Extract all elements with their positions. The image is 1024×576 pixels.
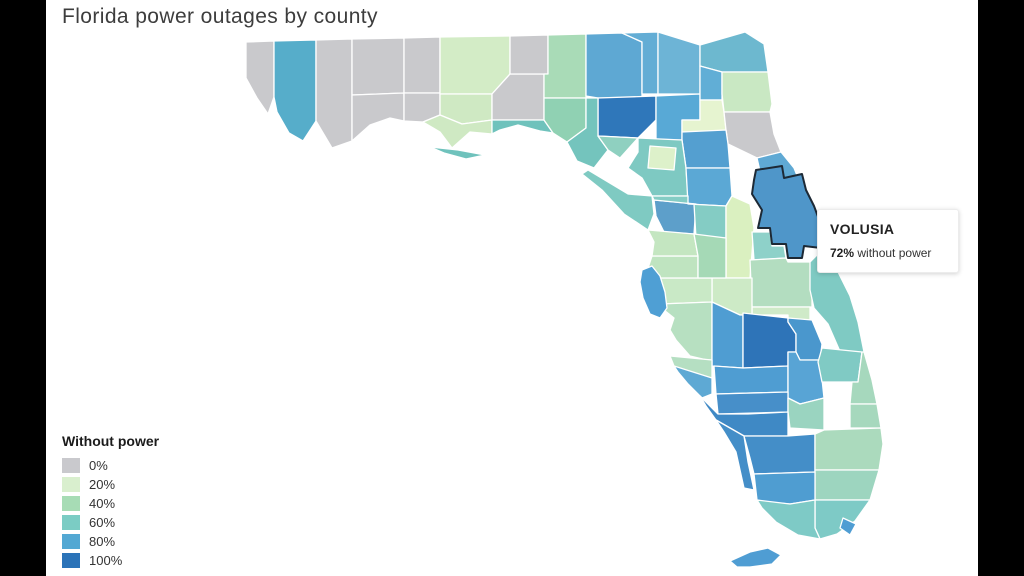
legend-title: Without power bbox=[62, 433, 160, 449]
county-c19[interactable] bbox=[657, 31, 701, 95]
legend-item: 0% bbox=[62, 456, 159, 475]
legend-label: 20% bbox=[89, 477, 116, 492]
county-c46[interactable] bbox=[693, 233, 727, 279]
county-c68[interactable] bbox=[756, 499, 821, 540]
county-c31[interactable] bbox=[647, 145, 677, 171]
county-layer bbox=[245, 31, 884, 568]
county-c18[interactable] bbox=[621, 31, 659, 95]
county-c17[interactable] bbox=[585, 32, 643, 99]
county-c39[interactable] bbox=[749, 257, 813, 308]
county-c02[interactable] bbox=[273, 39, 317, 142]
county-c63[interactable] bbox=[743, 433, 816, 475]
page-title: Florida power outages by county bbox=[62, 5, 378, 28]
tooltip-value-suffix: without power bbox=[854, 246, 932, 260]
county-c58[interactable] bbox=[849, 403, 882, 429]
county-c01[interactable] bbox=[245, 40, 275, 115]
county-c20[interactable] bbox=[597, 95, 657, 139]
county-c70[interactable] bbox=[839, 517, 857, 536]
legend-swatch bbox=[62, 458, 80, 473]
county-tooltip: VOLUSIA 72% without power bbox=[817, 209, 959, 273]
county-c24[interactable] bbox=[699, 31, 769, 73]
county-c13[interactable] bbox=[429, 146, 486, 160]
legend-item: 20% bbox=[62, 475, 159, 494]
county-c03[interactable] bbox=[315, 38, 353, 149]
county-c06[interactable] bbox=[403, 36, 441, 94]
legend-item: 40% bbox=[62, 494, 159, 513]
county-c67[interactable] bbox=[753, 471, 816, 505]
legend-swatch bbox=[62, 534, 80, 549]
tooltip-value-line: 72% without power bbox=[830, 246, 946, 260]
legend-swatch bbox=[62, 553, 80, 568]
county-c59[interactable] bbox=[715, 391, 789, 415]
county-c22[interactable] bbox=[597, 135, 639, 159]
county-c26[interactable] bbox=[721, 71, 773, 113]
county-c14[interactable] bbox=[509, 34, 549, 75]
county-c25[interactable] bbox=[699, 65, 723, 101]
legend-label: 60% bbox=[89, 515, 116, 530]
county-c04[interactable] bbox=[351, 37, 405, 96]
legend-label: 80% bbox=[89, 534, 116, 549]
legend-item: 100% bbox=[62, 551, 159, 570]
county-c48[interactable] bbox=[639, 265, 668, 319]
legend-label: 0% bbox=[89, 458, 108, 473]
legend-items: 0% 20% 40% 60% 80% 100% bbox=[62, 456, 159, 570]
county-c29[interactable] bbox=[681, 129, 731, 169]
county-c32[interactable] bbox=[685, 167, 733, 207]
legend: Without power 0% 20% 40% 60% 80% 100% bbox=[62, 433, 159, 570]
county-c21[interactable] bbox=[566, 97, 609, 169]
county-c47[interactable] bbox=[659, 301, 713, 361]
county-c12[interactable] bbox=[491, 119, 554, 135]
county-c56[interactable] bbox=[817, 347, 863, 383]
legend-item: 60% bbox=[62, 513, 159, 532]
legend-swatch bbox=[62, 515, 80, 530]
county-volusia[interactable] bbox=[751, 165, 828, 259]
county-c15[interactable] bbox=[543, 33, 587, 99]
legend-swatch bbox=[62, 496, 80, 511]
county-c65[interactable] bbox=[814, 469, 880, 501]
county-c45[interactable] bbox=[647, 229, 699, 257]
county-c05[interactable] bbox=[351, 92, 405, 142]
legend-label: 40% bbox=[89, 496, 116, 511]
county-c60[interactable] bbox=[787, 397, 825, 431]
legend-swatch bbox=[62, 477, 80, 492]
county-c28[interactable] bbox=[723, 111, 782, 159]
county-c53[interactable] bbox=[713, 365, 789, 395]
county-c69[interactable] bbox=[729, 547, 782, 568]
legend-label: 100% bbox=[89, 553, 123, 568]
county-c35[interactable] bbox=[653, 199, 697, 235]
legend-item: 80% bbox=[62, 532, 159, 551]
tooltip-county-name: VOLUSIA bbox=[830, 221, 895, 237]
county-c64[interactable] bbox=[814, 427, 884, 471]
tooltip-value: 72% bbox=[830, 246, 855, 260]
